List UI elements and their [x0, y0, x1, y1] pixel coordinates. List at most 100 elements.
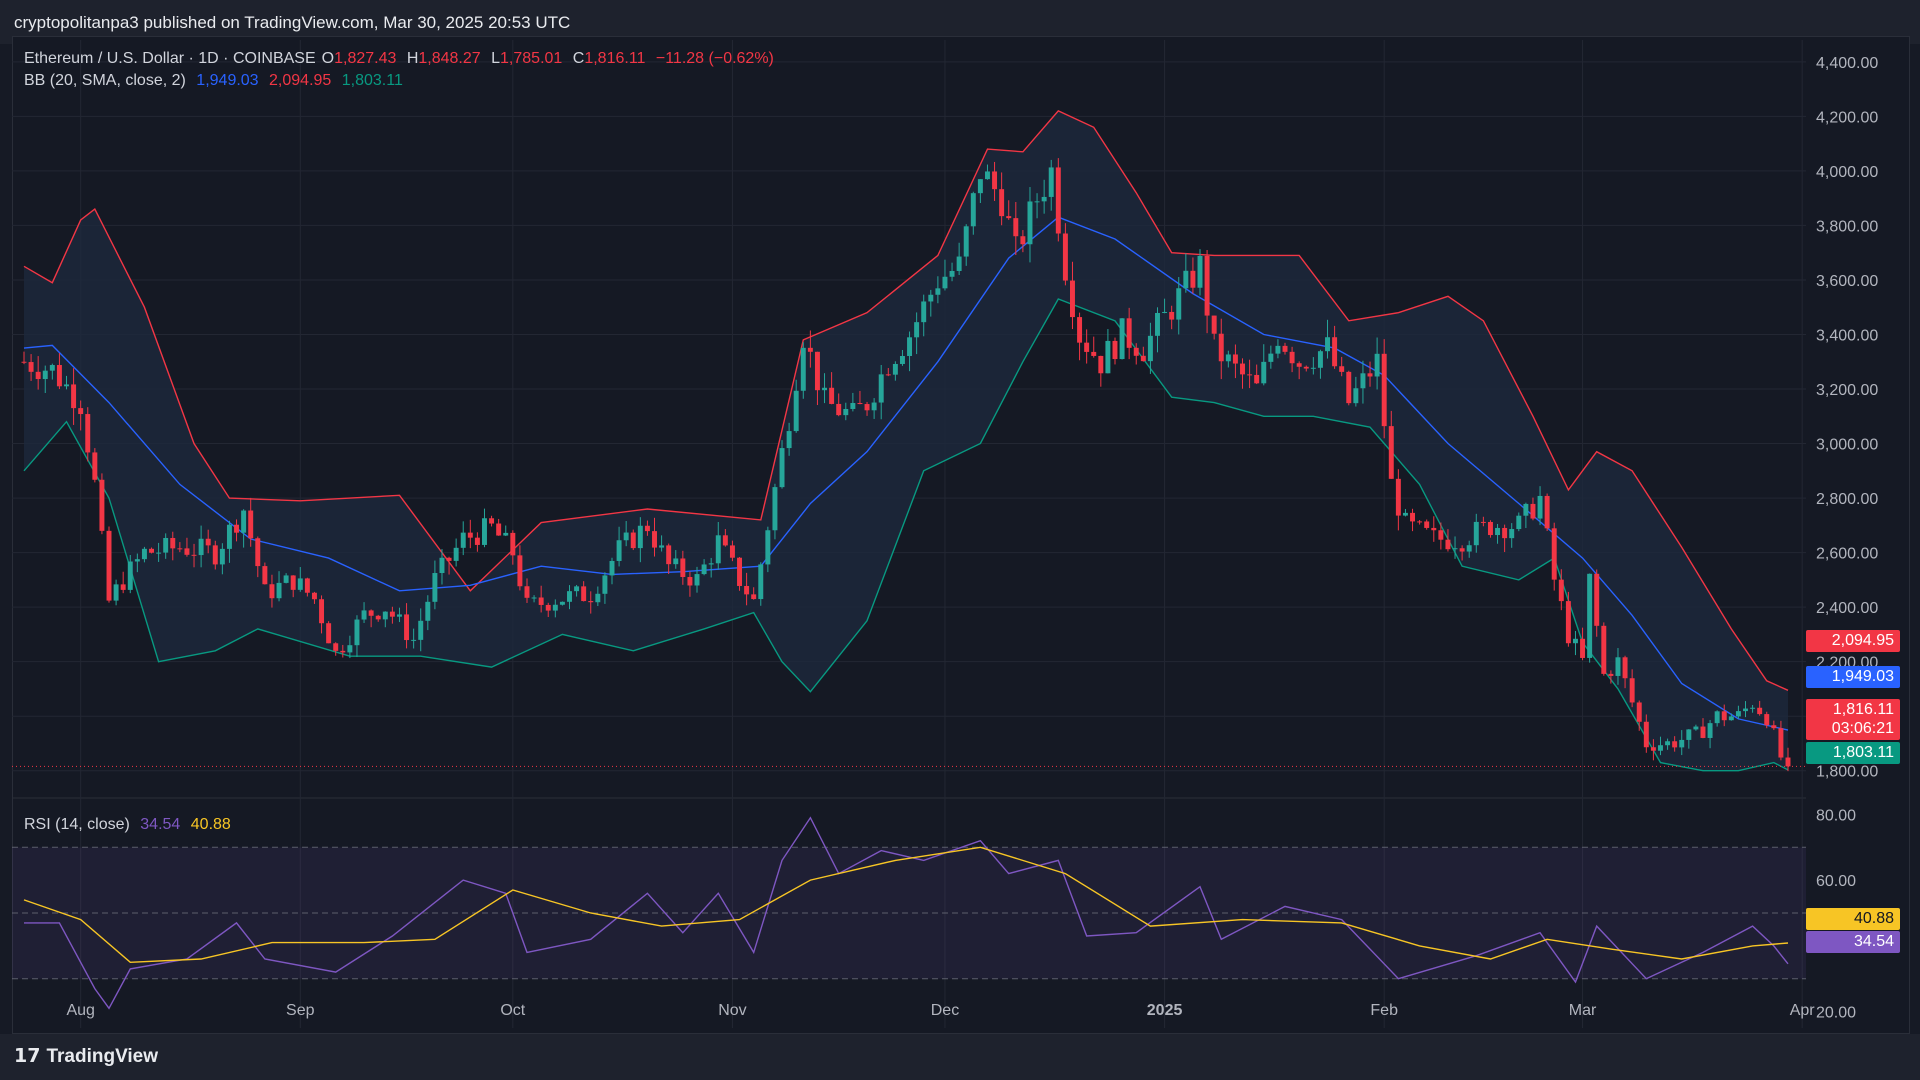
tradingview-logo[interactable]: 𝟭𝟳 TradingView [14, 1045, 158, 1068]
candle-body [163, 537, 169, 553]
candle-body [1530, 503, 1536, 519]
candle-body [559, 601, 565, 605]
candle-body [28, 362, 34, 372]
price-tick-label: 4,400.00 [1816, 55, 1878, 72]
last-price-tag: 1,816.11 [1806, 699, 1900, 721]
candle-body [1615, 657, 1621, 676]
candle-body [581, 586, 587, 602]
candle-body [1650, 747, 1656, 751]
candle-body [793, 390, 799, 432]
candle-body [942, 276, 948, 289]
price-tick-label: 3,000.00 [1816, 437, 1878, 454]
candle-body [418, 620, 424, 640]
candle-body [1225, 354, 1231, 362]
candle-body [1459, 548, 1465, 552]
candle-body [1757, 707, 1763, 715]
candle-body [807, 347, 813, 352]
candle-body [1070, 280, 1075, 318]
candle-body [1572, 638, 1578, 644]
candle-body [1374, 353, 1380, 377]
candle-body [1367, 373, 1373, 377]
candle-body [729, 545, 735, 558]
candle-body [474, 537, 480, 545]
candle-body [170, 537, 176, 549]
candle-body [205, 538, 211, 546]
candle-body [482, 518, 487, 545]
candle-body [78, 408, 84, 415]
candle-body [106, 530, 112, 601]
upper-band-line [23, 110, 1789, 691]
candle-body [1133, 347, 1139, 356]
high-value: 1,848.27 [418, 50, 481, 67]
candle-body [1480, 521, 1486, 523]
candle-body [1190, 270, 1196, 288]
candle-body [1785, 757, 1791, 767]
candle-body [772, 487, 778, 531]
candle-body [85, 414, 91, 453]
candle-body [822, 387, 828, 391]
rsi-ma-line [23, 846, 1789, 964]
candle-body [637, 525, 643, 549]
candle-body [127, 561, 133, 590]
candle-body [1728, 716, 1734, 721]
candle-body [992, 171, 998, 190]
candle-body [446, 557, 452, 561]
candle-body [1466, 545, 1472, 552]
date-tick-label: Oct [500, 1002, 525, 1019]
symbol-legend[interactable]: Ethereum / U.S. Dollar · 1D · COINBASE O1… [24, 50, 780, 68]
candle-body [283, 575, 289, 583]
candle-body [531, 597, 537, 599]
candle-body [1261, 361, 1267, 384]
candle-body [765, 530, 771, 565]
candle-body [1303, 366, 1309, 369]
date-tick-label: Mar [1569, 1002, 1597, 1019]
low-label: L [491, 50, 501, 67]
candle-body [1438, 530, 1444, 540]
candle-body [234, 524, 240, 533]
bb-legend[interactable]: BB (20, SMA, close, 2) 1,949.03 2,094.95… [24, 72, 409, 90]
candle-body [1140, 355, 1146, 362]
rsi-label: RSI (14, close) [24, 816, 130, 833]
symbol-name: Ethereum / U.S. Dollar · 1D · COINBASE [24, 50, 316, 67]
price-tick-label: 2,600.00 [1816, 546, 1878, 563]
candle-body [517, 555, 523, 587]
candle-body [552, 604, 558, 611]
candle-body [1155, 312, 1160, 336]
candle-body [602, 575, 608, 594]
candle-body [1424, 521, 1430, 528]
date-tick-label: 2025 [1147, 1002, 1183, 1019]
candle-body [1636, 702, 1642, 722]
candle-body [212, 545, 218, 565]
candle-body [1523, 503, 1529, 516]
candle-body [1105, 340, 1111, 374]
candle-body [269, 584, 275, 599]
candle-body [1112, 340, 1118, 360]
candle-body [219, 548, 225, 565]
candle-body [687, 577, 693, 586]
candle-body [467, 532, 473, 538]
rsi-legend[interactable]: RSI (14, close) 34.54 40.88 [24, 816, 237, 834]
candle-body [255, 538, 261, 567]
candle-body [319, 599, 325, 624]
candle-body [1183, 270, 1189, 289]
candle-body [1686, 729, 1692, 740]
candle-body [1388, 426, 1394, 479]
candle-body [1665, 741, 1671, 746]
price-tick-label: 3,800.00 [1816, 218, 1878, 235]
candle-body [1126, 318, 1132, 348]
candle-body [35, 371, 41, 380]
candle-body [1041, 196, 1047, 202]
candle-body [439, 557, 445, 574]
candle-body [644, 525, 650, 532]
candle-body [1240, 363, 1245, 375]
candle-body [1254, 374, 1260, 384]
bb-lower-value: 1,803.11 [341, 72, 403, 89]
candle-body [857, 402, 863, 405]
candle-body [871, 402, 877, 411]
candle-body [595, 593, 601, 603]
candle-body [64, 384, 69, 387]
candle-body [680, 558, 686, 578]
candle-body [1197, 255, 1203, 288]
candle-body [1055, 167, 1061, 234]
